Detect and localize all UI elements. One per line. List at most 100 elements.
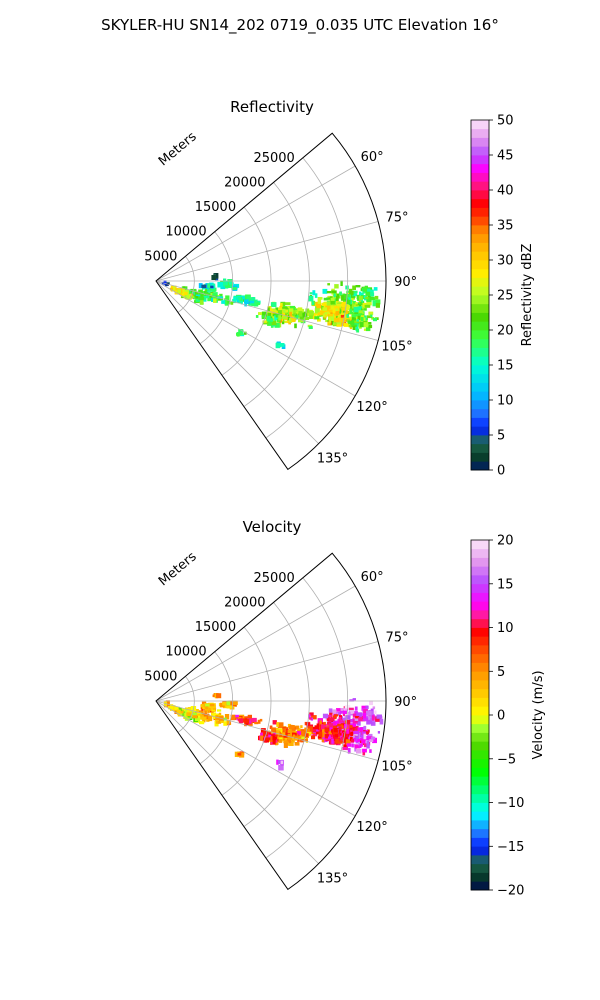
echo-pixel — [267, 732, 272, 735]
echo-pixel — [375, 716, 381, 722]
echo-pixel — [306, 312, 309, 317]
echo-pixel — [356, 721, 361, 726]
echo-pixel — [226, 704, 233, 709]
echo-pixel — [279, 343, 285, 347]
echo-pixel — [357, 727, 363, 731]
echo-pixel — [267, 307, 270, 312]
echo-pixel — [286, 320, 291, 323]
echo-pixel — [290, 736, 294, 740]
echo-pixel — [239, 296, 245, 300]
echo-pixel — [330, 297, 335, 301]
echo-pixel — [275, 738, 278, 743]
colorbar-segment — [471, 688, 489, 698]
echo-pixel — [277, 760, 283, 764]
echo-pixel — [325, 305, 331, 312]
echo-pixel — [363, 743, 368, 748]
colorbar-segment — [471, 636, 489, 646]
echo-pixel — [271, 311, 276, 315]
echo-pixel — [289, 311, 293, 317]
echo-pixel — [352, 285, 356, 290]
radial-gridline — [265, 157, 349, 439]
echo-pixel — [181, 289, 186, 294]
colorbar-segment — [471, 198, 489, 208]
echo-pixel — [285, 309, 288, 313]
echo-pixel — [214, 292, 218, 296]
echo-pixel — [210, 285, 214, 289]
echo-pixel — [350, 731, 354, 736]
echo-pixel — [334, 714, 339, 717]
echo-pixel — [210, 293, 214, 296]
echo-pixel — [198, 715, 201, 718]
echo-pixel — [351, 317, 355, 320]
colorbar-segment — [471, 793, 489, 803]
colorbar-label: Reflectivity dBZ — [520, 244, 535, 347]
echo-pixel — [271, 321, 277, 326]
echo-pixel — [324, 309, 329, 315]
echo-pixel — [314, 725, 320, 730]
angular-gridline — [155, 221, 379, 282]
echo-pixel — [220, 280, 226, 284]
echo-pixel — [266, 315, 271, 322]
colorbar-segment — [471, 811, 489, 821]
echo-pixel — [340, 280, 343, 286]
echo-pixel — [278, 736, 283, 742]
echo-pixel — [182, 711, 186, 716]
echo-pixel — [192, 295, 197, 300]
echo-pixel — [209, 704, 215, 707]
colorbar-tick-label: 15 — [497, 577, 514, 592]
echo-pixel — [338, 726, 342, 731]
colorbar-segment — [471, 592, 489, 602]
echo-pixel — [322, 288, 328, 294]
colorbar-segment — [471, 242, 489, 252]
angular-tick-label: 60° — [361, 150, 384, 165]
echo-pixel — [189, 293, 193, 297]
radial-tick-label: 5000 — [144, 249, 177, 264]
angular-gridline — [155, 280, 379, 341]
echo-pixel — [207, 298, 211, 302]
echo-pixel — [202, 713, 208, 719]
colorbar-segment — [471, 610, 489, 620]
echo-pixel — [310, 717, 313, 721]
echo-pixel — [368, 324, 373, 329]
echo-pixel — [308, 714, 311, 719]
echo-pixel — [269, 318, 274, 322]
echo-pixel — [351, 324, 357, 327]
echo-pixel — [292, 734, 296, 738]
echo-pixel — [276, 730, 280, 736]
echo-pixel — [199, 714, 204, 718]
echo-pixel — [307, 324, 313, 328]
echo-pixel — [332, 732, 336, 738]
echo-pixel — [186, 712, 192, 717]
echo-pixel — [361, 306, 367, 311]
echo-pixel — [288, 738, 292, 744]
velocity-echo-layer — [163, 693, 384, 771]
echo-pixel — [220, 286, 226, 290]
echo-pixel — [256, 302, 261, 305]
echo-pixel — [237, 752, 242, 756]
echo-pixel — [311, 735, 316, 740]
echo-pixel — [205, 713, 209, 719]
echo-pixel — [198, 296, 205, 301]
echo-pixel — [341, 307, 347, 312]
echo-pixel — [348, 320, 353, 325]
echo-pixel — [305, 308, 310, 315]
angular-gridline — [155, 280, 356, 397]
echo-pixel — [336, 303, 341, 308]
echo-pixel — [270, 309, 277, 313]
echo-pixel — [328, 723, 333, 728]
echo-pixel — [334, 721, 340, 726]
echo-pixel — [274, 322, 280, 328]
echo-pixel — [290, 725, 295, 731]
echo-pixel — [176, 709, 181, 714]
colorbar-segment — [471, 846, 489, 856]
colorbar-segment — [471, 452, 489, 462]
colorbar-tick-label: −5 — [497, 752, 516, 767]
echo-pixel — [332, 709, 337, 714]
echo-pixel — [307, 726, 313, 732]
echo-pixel — [363, 725, 367, 730]
echo-pixel — [208, 288, 214, 292]
echo-pixel — [234, 714, 239, 718]
echo-pixel — [361, 739, 366, 744]
echo-pixel — [275, 342, 281, 349]
echo-pixel — [353, 306, 360, 313]
